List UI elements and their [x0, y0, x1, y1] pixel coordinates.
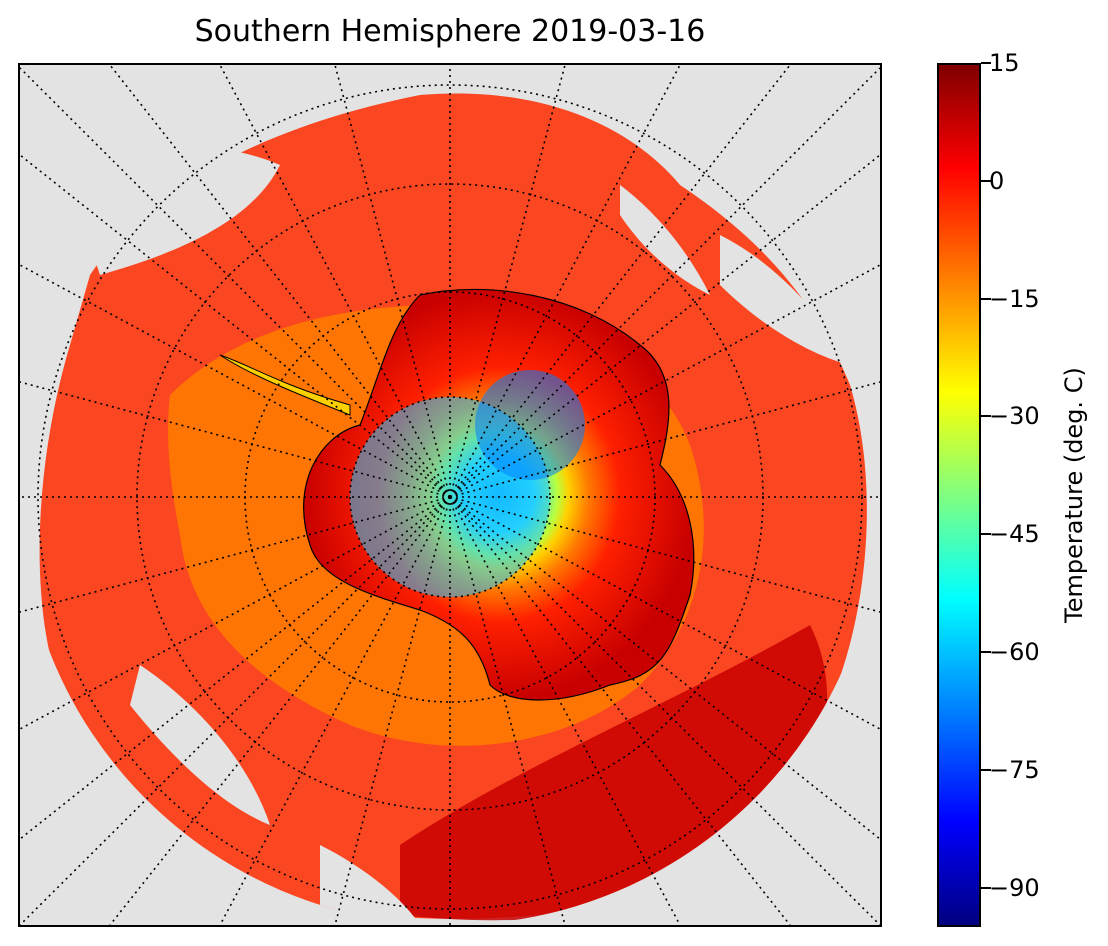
- temperature-field: [20, 65, 880, 925]
- colorbar-label: Temperature (deg. C): [1060, 367, 1088, 623]
- colorbar: [937, 63, 981, 927]
- map-panel: [18, 63, 882, 927]
- colorbar-tick: [981, 886, 991, 889]
- colorbar-tick-label: 0: [989, 166, 1005, 195]
- coldest-region: [475, 370, 585, 480]
- colorbar-tick-label: −90: [989, 873, 1040, 902]
- colorbar-tick-label: −75: [989, 755, 1040, 784]
- colorbar-tick: [981, 651, 991, 654]
- map-title: Southern Hemisphere 2019-03-16: [194, 14, 706, 49]
- colorbar-tick-label: −45: [989, 520, 1040, 549]
- colorbar-tick: [981, 297, 991, 300]
- colorbar-tick: [981, 415, 991, 418]
- colorbar-tick-label: −15: [989, 284, 1040, 313]
- graticule: [20, 65, 880, 925]
- antarctic-peninsula: [219, 354, 351, 416]
- colorbar-tick: [981, 533, 991, 536]
- colorbar-tick-label: −60: [989, 638, 1040, 667]
- colorbar-tick: [981, 62, 991, 64]
- colorbar-tick-label: 15: [989, 49, 1020, 77]
- colorbar-tick: [981, 768, 991, 771]
- colorbar-tick-label: −30: [989, 402, 1040, 431]
- polar-map: [20, 65, 880, 925]
- colorbar-tick: [981, 179, 991, 182]
